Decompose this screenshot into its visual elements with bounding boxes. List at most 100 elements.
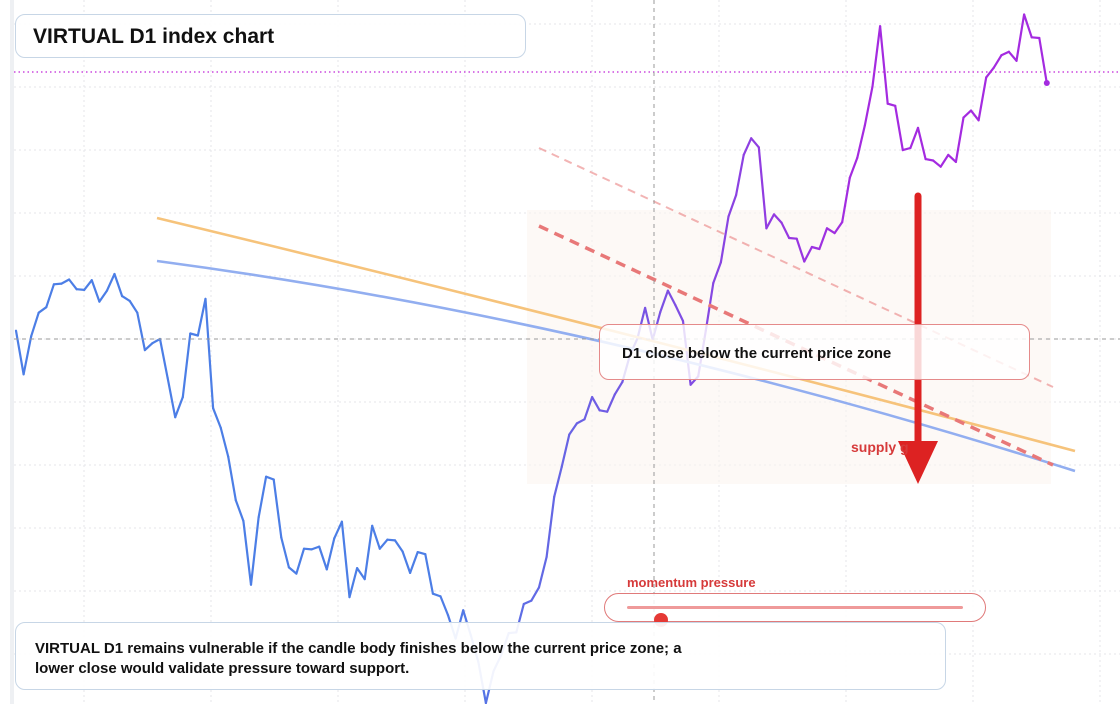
price-segment [810, 245, 821, 251]
price-segment [848, 156, 859, 179]
price-segment [340, 520, 351, 599]
price-segment [583, 396, 594, 421]
price-segment [287, 566, 298, 575]
price-segment [378, 538, 389, 550]
price-segment [742, 137, 753, 156]
dashed-trendline [538, 224, 1054, 467]
price-segment [833, 221, 844, 235]
price-segment [1022, 13, 1033, 39]
price-segment [60, 278, 71, 285]
price-segment [234, 499, 245, 523]
price-segment [666, 289, 677, 307]
price-segment [136, 311, 146, 352]
price-segment [393, 539, 404, 553]
price-segment [863, 85, 874, 127]
price-segment [401, 550, 412, 575]
price-segment [90, 279, 101, 303]
price-segment [227, 455, 237, 502]
price-segment [969, 109, 980, 122]
down-arrow-head [898, 441, 938, 484]
supply-label: supply g [851, 439, 909, 455]
price-segment [909, 126, 920, 150]
price-segment [825, 227, 836, 235]
price-segment [189, 332, 199, 337]
last-price-point [1043, 80, 1050, 86]
price-segment [894, 104, 904, 152]
price-segment [280, 536, 290, 569]
dashed-trendline-upper [538, 147, 1054, 388]
price-segment [439, 595, 450, 617]
price-segment [613, 380, 624, 396]
momentum-track-bar [627, 606, 963, 627]
price-segment [727, 194, 738, 218]
price-segment [977, 76, 988, 122]
price-segment [985, 66, 995, 79]
price-segment [348, 566, 359, 599]
price-segment [780, 221, 791, 240]
price-segment [947, 153, 958, 163]
price-segment [249, 516, 260, 586]
price-segment [257, 475, 268, 519]
price-segment [765, 213, 776, 230]
price-segment [924, 158, 935, 162]
price-segment [174, 396, 184, 419]
price-segment [1000, 50, 1011, 57]
title-panel: VIRTUAL D1 index chart [15, 14, 526, 58]
price-segment [659, 289, 670, 314]
price-segment [575, 418, 586, 425]
price-segment [992, 54, 1003, 69]
price-segment [795, 237, 806, 263]
momentum-label: momentum pressure [627, 575, 756, 590]
price-segment [310, 545, 321, 551]
price-segment [901, 146, 912, 152]
price-segment [757, 146, 768, 230]
price-segment [318, 545, 328, 571]
price-segment [431, 592, 442, 598]
price-segment [386, 538, 397, 542]
summary-text: VIRTUAL D1 remains vulnerable if the can… [35, 640, 682, 677]
price-segment [962, 109, 973, 119]
summary-panel: VIRTUAL D1 remains vulnerable if the can… [15, 622, 946, 690]
price-segment [750, 137, 760, 149]
price-segment [265, 475, 275, 481]
price-segment [818, 227, 829, 251]
price-segment [954, 116, 965, 163]
price-segment [1030, 36, 1041, 40]
price-segment [30, 311, 40, 338]
price-segment [325, 537, 336, 571]
price-segment [151, 337, 162, 345]
price-segment [598, 409, 609, 413]
price-segment [128, 299, 139, 314]
price-segment [931, 159, 942, 168]
price-segment [553, 465, 563, 498]
price-segment [871, 25, 882, 88]
price-segment [204, 297, 215, 410]
price-segment [522, 599, 533, 606]
price-segment [590, 396, 601, 412]
price-segment [878, 25, 889, 105]
price-segment [803, 245, 814, 263]
price-segment [856, 124, 867, 159]
price-segment [356, 566, 366, 581]
price-segment [712, 261, 723, 285]
price-segment [166, 376, 177, 419]
price-segment [113, 272, 124, 298]
price-segment [1015, 13, 1026, 62]
price-segment [120, 295, 131, 302]
price-segment [67, 278, 78, 291]
callout-text: D1 close below the current price zone [622, 345, 892, 362]
price-segment [196, 297, 207, 337]
price-segment [1007, 50, 1018, 62]
price-segment [545, 495, 556, 559]
price-segment [772, 213, 783, 224]
price-segment [212, 407, 222, 429]
price-segment [75, 288, 86, 291]
price-segment [424, 553, 434, 595]
price-segment [886, 102, 897, 107]
price-segment [416, 550, 427, 556]
price-segment [371, 524, 381, 550]
momentum-gauge [604, 593, 986, 627]
price-segment [841, 176, 851, 224]
chart-title: VIRTUAL D1 index chart [33, 25, 275, 48]
price-segment [83, 279, 93, 291]
